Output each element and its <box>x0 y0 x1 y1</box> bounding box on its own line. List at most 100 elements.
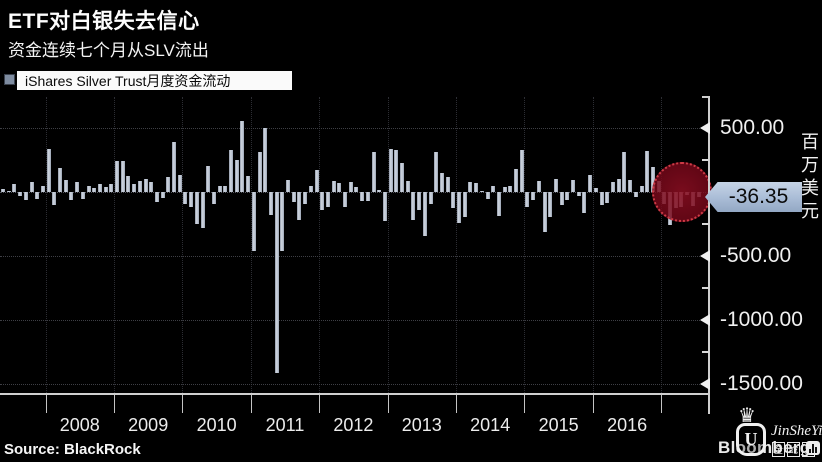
watermark-cn-char: 金 <box>772 442 786 457</box>
bar <box>194 192 199 224</box>
major-gridline <box>0 128 708 129</box>
bar <box>280 192 285 251</box>
bar <box>103 186 108 192</box>
major-gridline <box>0 384 708 385</box>
bar <box>611 181 615 192</box>
y-axis-top-tick <box>702 96 708 98</box>
y-tick-label: -1000.00 <box>720 308 803 331</box>
bar <box>29 181 34 192</box>
bar <box>496 192 501 217</box>
bar <box>75 182 80 192</box>
year-label: 2010 <box>196 415 237 435</box>
bar <box>268 192 273 215</box>
bar <box>274 192 279 374</box>
legend-marker-square <box>4 74 15 85</box>
bar <box>457 192 461 224</box>
year-divider <box>387 395 389 413</box>
watermark-crown-icon: ♛ <box>738 405 756 427</box>
bar <box>109 184 114 192</box>
bar <box>514 169 518 192</box>
y-minor-tick <box>702 351 709 353</box>
year-label: 2016 <box>607 415 648 435</box>
bar <box>417 192 422 210</box>
bar <box>508 186 513 192</box>
bar <box>548 192 553 217</box>
bar <box>126 176 131 192</box>
y-axis-unit-label: 百万美元 <box>799 132 819 224</box>
legend-label-box: iShares Silver Trust月度资金流动 <box>17 71 292 90</box>
source-label: Source: BlackRock <box>4 441 141 458</box>
bar <box>645 150 650 192</box>
bar <box>525 192 530 207</box>
year-gridline <box>45 97 47 393</box>
y-minor-tick <box>702 223 709 225</box>
bar <box>229 150 233 192</box>
bar <box>320 192 325 210</box>
bar <box>35 192 40 199</box>
chart-subtitle: 资金连续七个月从SLV流出 <box>8 41 209 60</box>
last-value-tag: -36.35 <box>705 182 802 212</box>
bar <box>120 160 125 192</box>
bar <box>565 192 570 200</box>
bar <box>360 192 365 201</box>
bar <box>422 192 427 237</box>
bar <box>297 192 302 221</box>
bar <box>160 192 165 198</box>
bar <box>400 163 404 192</box>
bar <box>576 192 581 196</box>
bar <box>12 184 17 192</box>
year-divider <box>182 395 184 413</box>
bar <box>331 180 336 192</box>
major-gridline <box>0 256 708 257</box>
bar <box>314 170 319 192</box>
bar <box>154 192 159 203</box>
year-gridline <box>456 97 457 393</box>
bar <box>348 182 353 192</box>
bar <box>622 151 627 192</box>
bar <box>633 192 638 198</box>
bar <box>149 181 154 192</box>
bar <box>257 151 262 192</box>
bar <box>411 192 416 221</box>
year-divider <box>45 395 47 413</box>
bar <box>234 160 239 192</box>
year-gridline <box>182 97 184 393</box>
year-gridline <box>592 97 594 393</box>
watermark-initial: U <box>744 429 758 449</box>
y-tick-label: -500.00 <box>720 244 792 267</box>
y-tick-label: -1500.00 <box>720 372 803 395</box>
bar <box>137 180 142 192</box>
bar <box>223 186 228 192</box>
bar <box>542 192 547 232</box>
year-label: 2011 <box>265 415 305 435</box>
y-minor-tick <box>702 159 709 161</box>
legend-label: iShares Silver Trust月度资金流动 <box>25 72 231 89</box>
bar <box>211 192 216 204</box>
bar <box>308 185 313 192</box>
bar <box>115 160 119 192</box>
bar <box>206 165 211 192</box>
bar <box>354 186 359 192</box>
year-divider <box>250 395 252 413</box>
bar <box>479 191 484 192</box>
bar <box>132 184 137 192</box>
watermark-shield-icon: U <box>736 423 766 456</box>
year-divider <box>319 395 321 413</box>
bar <box>80 192 85 199</box>
x-axis-line <box>0 393 710 395</box>
bar <box>365 192 370 201</box>
bar <box>628 180 633 192</box>
bar <box>588 174 593 192</box>
y-tick-arrow-icon <box>700 122 710 134</box>
y-tick-arrow-icon <box>700 250 710 262</box>
watermark-name: JinSheYi <box>771 423 822 439</box>
bar <box>291 192 296 202</box>
bar <box>377 190 382 192</box>
bar <box>86 186 91 192</box>
bar <box>371 151 376 192</box>
plot-area <box>0 96 713 393</box>
bar <box>172 142 176 192</box>
bar <box>502 186 507 192</box>
chart-title: ETF对白银失去信心 <box>8 10 200 33</box>
